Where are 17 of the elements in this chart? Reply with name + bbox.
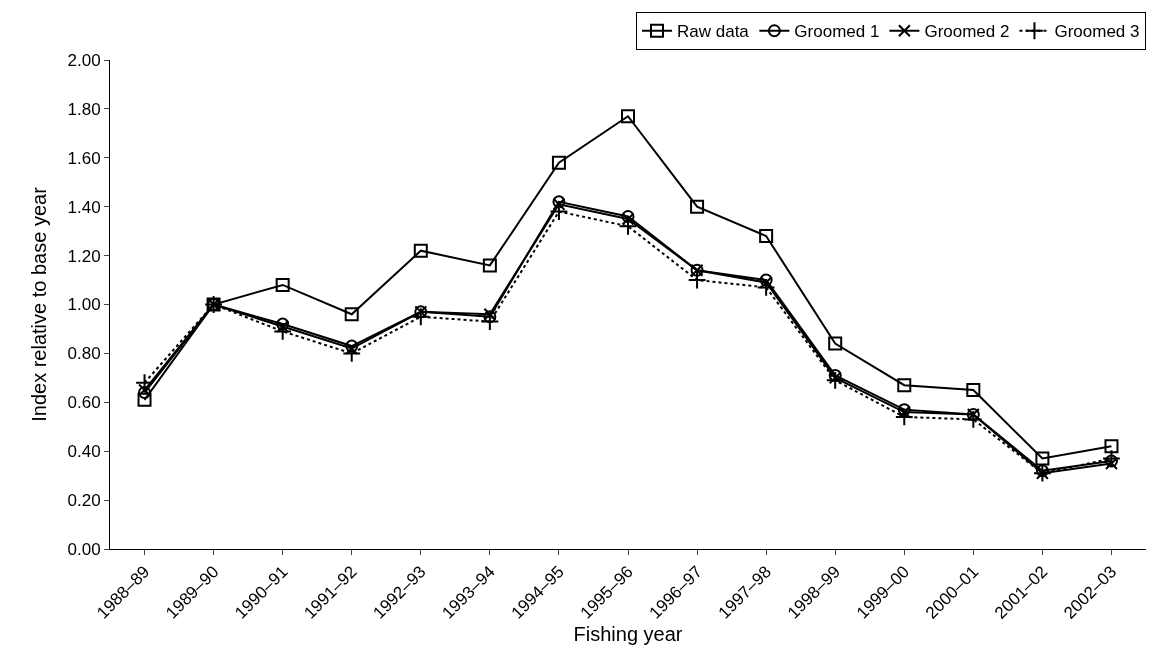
legend-label: Groomed 3 bbox=[1054, 22, 1140, 42]
y-tick-label: 0.60 bbox=[67, 393, 101, 413]
y-tick-label: 1.60 bbox=[67, 148, 101, 168]
y-tick-label: 0.00 bbox=[67, 539, 101, 559]
y-axis-title: Index relative to base year bbox=[28, 186, 51, 422]
x-axis-title: Fishing year bbox=[573, 623, 683, 646]
y-tick-label: 1.00 bbox=[67, 295, 101, 315]
legend-label: Groomed 2 bbox=[924, 22, 1010, 42]
y-tick-label: 0.20 bbox=[67, 491, 101, 511]
legend-label: Raw data bbox=[677, 22, 750, 42]
legend-label: Groomed 1 bbox=[794, 22, 880, 42]
y-tick-label: 0.40 bbox=[67, 442, 101, 462]
y-tick-label: 1.80 bbox=[67, 99, 101, 119]
y-tick-label: 1.40 bbox=[67, 197, 101, 217]
y-tick-label: 1.20 bbox=[67, 246, 101, 266]
y-tick-label: 0.80 bbox=[67, 344, 101, 364]
y-tick-label: 2.00 bbox=[67, 50, 101, 70]
